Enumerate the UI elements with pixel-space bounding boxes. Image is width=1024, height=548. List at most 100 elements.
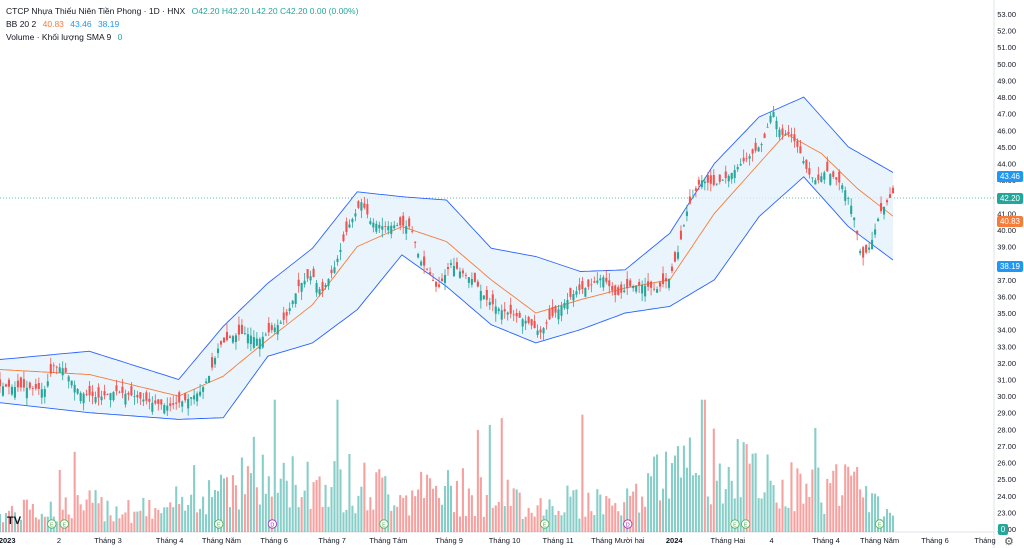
y-tick-label: 28.00 — [997, 425, 1016, 434]
volume-bar — [805, 483, 808, 532]
candle — [43, 389, 46, 397]
candle — [172, 403, 175, 405]
candle — [306, 269, 309, 279]
y-tick-label: 36.00 — [997, 292, 1016, 301]
candle — [157, 399, 160, 404]
candle — [584, 287, 587, 297]
candle — [503, 309, 506, 312]
candle — [551, 307, 554, 316]
volume-bar — [871, 493, 874, 532]
volume-bar — [578, 518, 581, 532]
event-marker-label: E — [878, 523, 882, 529]
candle — [288, 308, 291, 311]
volume-bar — [620, 515, 623, 532]
symbol-title[interactable]: CTCP Nhựa Thiếu Niên Tiền Phong · 1D · H… — [6, 6, 186, 16]
candle — [437, 284, 441, 287]
y-tick-label: 25.00 — [997, 475, 1016, 484]
candle — [240, 324, 243, 334]
volume-bar — [360, 486, 363, 532]
volume-bar — [58, 469, 61, 532]
volume-bar — [216, 491, 220, 532]
event-marker-label: D — [270, 523, 274, 529]
volume-bar — [363, 462, 366, 532]
volume-legend[interactable]: Volume · Khối lượng SMA 9 0 — [6, 32, 126, 42]
candle — [67, 376, 70, 382]
volume-bar — [28, 509, 31, 532]
volume-bar — [847, 466, 850, 532]
candle — [16, 380, 19, 388]
volume-bar — [659, 500, 662, 532]
candle — [703, 181, 706, 184]
candle — [294, 293, 297, 304]
y-tick-label: 40.00 — [997, 226, 1016, 235]
volume-bar — [632, 491, 635, 532]
volume-bar — [557, 510, 560, 532]
volume-bar — [865, 486, 868, 532]
volume-bar — [133, 511, 136, 532]
candle — [530, 319, 533, 326]
bb-upper-value: 43.46 — [70, 19, 92, 29]
volume-bar — [202, 496, 205, 532]
volume-bar — [614, 503, 617, 532]
bb-legend[interactable]: BB 20 2 40.83 43.46 38.19 — [6, 19, 123, 29]
volume-bar — [187, 504, 190, 532]
volume-bar — [503, 506, 506, 532]
candle — [862, 247, 865, 258]
volume-bar — [339, 469, 342, 532]
volume-bar — [70, 518, 73, 532]
dividend-marker — [267, 519, 277, 529]
volume-bar — [49, 501, 52, 532]
candle — [252, 337, 255, 348]
volume-bar — [476, 429, 479, 532]
candle — [225, 331, 229, 341]
candle — [303, 280, 306, 285]
event-marker-label: D — [626, 523, 630, 529]
y-tick-label: 47.00 — [997, 110, 1016, 119]
volume-bar — [318, 476, 321, 532]
tradingview-logo-icon[interactable]: TV — [7, 515, 22, 527]
candle — [369, 221, 372, 225]
volume-bar — [0, 513, 2, 532]
candle — [124, 393, 127, 405]
candle — [888, 194, 892, 198]
volume-bar — [518, 492, 521, 532]
volume-bar — [228, 507, 232, 532]
y-tick-label: 41.00 — [997, 209, 1016, 218]
bb-upper-band — [0, 96, 894, 381]
earnings-marker — [59, 519, 69, 529]
volume-bar — [712, 428, 715, 532]
y-tick-label: 48.00 — [997, 93, 1016, 102]
candle — [802, 161, 805, 164]
volume-bar — [231, 475, 234, 532]
volume-bar — [790, 462, 793, 532]
volume-bar — [449, 485, 453, 532]
volume-bar — [638, 512, 641, 532]
volume-bar — [590, 511, 593, 532]
volume-bar — [64, 497, 67, 532]
candle — [638, 281, 641, 286]
candle — [874, 229, 877, 235]
candle — [378, 224, 381, 229]
y-tick-label: 39.00 — [997, 243, 1016, 252]
volume-bar — [440, 504, 444, 532]
volume-bar — [315, 480, 318, 532]
candle — [778, 129, 781, 138]
volume-bar — [844, 464, 847, 532]
candle — [202, 387, 205, 392]
volume-bar — [859, 489, 862, 532]
candle — [790, 134, 793, 136]
volume-bar — [587, 492, 590, 532]
candle — [396, 225, 399, 226]
volume-bar — [796, 468, 799, 532]
x-tick-label: Tháng 4 — [812, 536, 840, 545]
candle — [829, 174, 832, 185]
bb-middle-band — [0, 133, 894, 397]
candle — [644, 285, 647, 297]
volume-bar — [288, 507, 291, 532]
candle — [461, 270, 464, 274]
gear-icon[interactable]: ⚙ — [1004, 536, 1014, 548]
volume-bar — [473, 515, 476, 532]
x-tick-label: 2 — [57, 536, 61, 545]
bb-mid-tag: 40.83 — [997, 216, 1023, 227]
